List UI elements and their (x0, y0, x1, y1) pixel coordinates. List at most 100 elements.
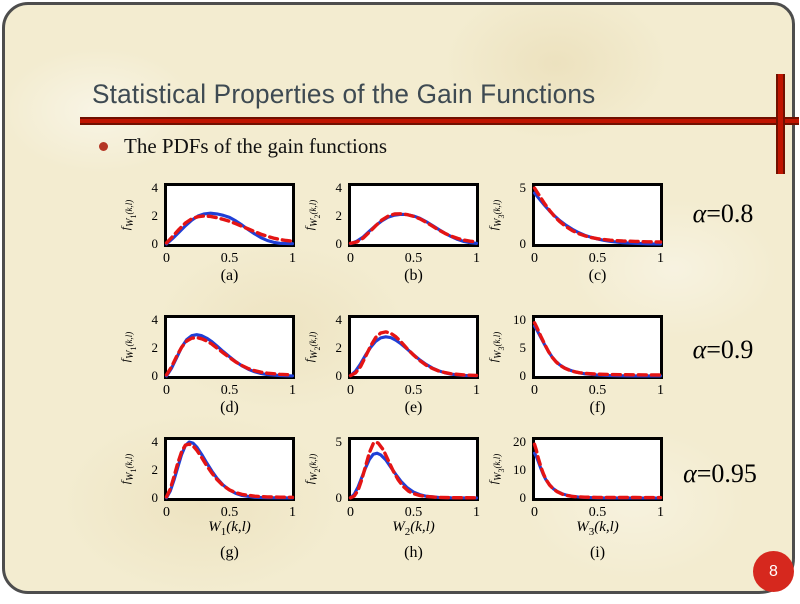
ylabel-args: (k,l) (492, 199, 502, 215)
ylabel-base: f (486, 226, 500, 231)
x-tick-label: 0 (347, 505, 354, 520)
bullet-text: The PDFs of the gain functions (124, 134, 388, 158)
y-tick-label: 4 (335, 180, 343, 195)
plot-e: fW2(k,l) 0 2 4 0 0.5 1 (e) (300, 312, 480, 420)
title-underline (80, 117, 799, 125)
xlabel-args: (k,l) (594, 519, 619, 535)
y-tick-label: 2 (151, 208, 159, 223)
x-tick-label: 1 (657, 251, 664, 266)
y-tick-label: 0 (335, 490, 343, 505)
plot-b: fW2(k,l) 0 2 4 0 0.5 1 (b) (300, 180, 480, 288)
plot-c: fW3(k,l) 0 5 0 0.5 1 (c) (484, 180, 664, 288)
plot-a: fW1(k,l) 0 2 4 0 0.5 1 (a) (116, 180, 296, 288)
x-tick-label: 0 (347, 251, 354, 266)
plots-grid: fW1(k,l) 0 2 4 0 0.5 1 (a) fW2(k,l) 0 2 4 0 0.5 1 (b) fW… (5, 5, 800, 604)
plot-i: fW3(k,l) 0 10 20 0 0.5 1 W3(k,l) (i) (484, 434, 664, 572)
ylabel-base: f (118, 358, 132, 363)
x-tick-label: 0 (531, 251, 538, 266)
x-tick-label: 1 (289, 505, 296, 520)
alpha-value: =0.9 (706, 335, 754, 364)
y-axis-label-text: fW3(k,l) (486, 200, 506, 230)
alpha-label-row1: α=0.8 (668, 199, 778, 229)
bullet-item: The PDFs of the gain functions (99, 134, 387, 159)
y-axis-label-text: fW2(k,l) (302, 454, 322, 484)
alpha-symbol: α (692, 335, 707, 364)
x-tick-label: 0 (163, 505, 170, 520)
ylabel-sub-main: W (493, 218, 504, 227)
x-axis-label: W2(k,l) (348, 519, 479, 538)
xlabel-index: 3 (588, 526, 595, 538)
xlabel-args: (k,l) (410, 519, 435, 535)
alpha-symbol: α (683, 459, 697, 488)
xlabel-main: W (392, 519, 405, 535)
xlabel-index: 2 (404, 526, 411, 538)
x-tick-label: 0.5 (404, 505, 423, 520)
alpha-label-row2: α=0.9 (668, 335, 778, 365)
x-tick-label: 1 (289, 383, 296, 398)
curve-dashed-red (348, 440, 479, 500)
alpha-label-row3: α=0.95 (665, 459, 775, 489)
y-tick-label: 0 (151, 490, 159, 505)
y-tick-label: 5 (519, 340, 527, 355)
plot-axes-g (164, 437, 295, 501)
y-tick-label: 2 (335, 340, 343, 355)
y-tick-label: 0 (335, 368, 343, 383)
ylabel-base: f (118, 226, 132, 231)
x-tick-label: 0.5 (220, 505, 239, 520)
plot-d: fW1(k,l) 0 2 4 0 0.5 1 (d) (116, 312, 296, 420)
ylabel-base: f (302, 358, 316, 363)
x-tick-label: 0 (163, 251, 170, 266)
page-number-badge: 8 (753, 551, 794, 592)
plot-axes-b (348, 183, 479, 247)
x-tick-label: 1 (473, 383, 480, 398)
ylabel-sub: W2(k,l) (308, 454, 322, 481)
ylabel-base: f (118, 480, 132, 485)
y-tick-label: 0 (519, 490, 527, 505)
page-number: 8 (769, 562, 778, 580)
y-tick-label: 0 (519, 236, 527, 251)
y-tick-label: 10 (513, 462, 526, 477)
plot-caption-f: (f) (589, 399, 606, 416)
axes-box (532, 315, 663, 379)
x-tick-label: 0 (531, 383, 538, 398)
plot-caption-h: (h) (404, 544, 423, 561)
plot-caption-a: (a) (220, 267, 239, 284)
plot-f: fW3(k,l) 0 5 10 0 0.5 1 (f) (484, 312, 664, 420)
x-tick-label: 0 (347, 383, 354, 398)
plot-caption-g: (g) (220, 544, 239, 561)
axes-box (532, 437, 663, 501)
y-tick-label: 2 (151, 462, 159, 477)
plot-caption-c: (c) (588, 267, 607, 284)
plot-axes-h (348, 437, 479, 501)
plot-g: fW1(k,l) 0 2 4 0 0.5 1 W1(k,l) (g) (116, 434, 296, 572)
x-axis-label: W1(k,l) (164, 519, 295, 538)
x-tick-label: 0.5 (220, 383, 239, 398)
x-tick-label: 0 (531, 505, 538, 520)
y-tick-label: 20 (513, 434, 526, 449)
curve-dashed-red (164, 442, 295, 499)
x-tick-label: 0.5 (404, 251, 423, 266)
plot-caption-d: (d) (220, 399, 239, 416)
ylabel-base: f (302, 226, 316, 231)
plot-caption-i: (i) (589, 544, 606, 561)
ylabel-sub: W3(k,l) (492, 199, 506, 227)
plot-axes-c (532, 183, 663, 247)
bullet-icon (99, 142, 108, 151)
plot-axes-f (532, 315, 663, 379)
curve-solid-blue (164, 211, 295, 246)
ylabel-sub-main: W (309, 472, 320, 481)
curve-dashed-red (348, 212, 479, 245)
x-tick-label: 1 (289, 251, 296, 266)
y-tick-label: 0 (519, 368, 527, 383)
xlabel-index: 1 (220, 526, 227, 538)
plot-axes-a (164, 183, 295, 247)
alpha-value: =0.8 (706, 199, 754, 228)
alpha-symbol: α (692, 199, 707, 228)
x-tick-label: 0.5 (588, 251, 607, 266)
ylabel-base: f (302, 480, 316, 485)
axes-box (164, 315, 295, 379)
slide: Statistical Properties of the Gain Funct… (2, 2, 799, 594)
xlabel-main: W (208, 519, 221, 535)
plot-axes-d (164, 315, 295, 379)
x-tick-label: 0.5 (404, 383, 423, 398)
